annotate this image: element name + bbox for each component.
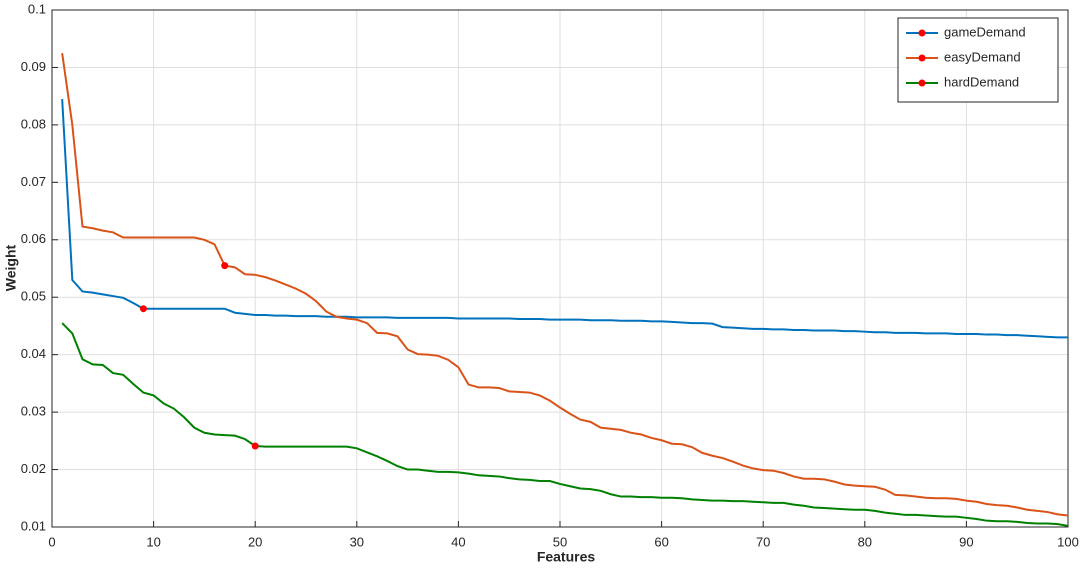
x-tick-label: 100 (1057, 534, 1079, 549)
legend-label: easyDemand (944, 49, 1021, 64)
x-tick-label: 40 (451, 534, 465, 549)
legend-marker (918, 54, 926, 62)
plot-frame (51, 9, 1069, 528)
data-marker (221, 262, 229, 270)
data-marker (139, 305, 147, 313)
legend-label: gameDemand (944, 24, 1026, 39)
data-line (61, 322, 1069, 527)
x-tick-label: 80 (858, 534, 872, 549)
y-tick-label: 0.07 (21, 174, 46, 189)
x-axis-label: Features (537, 549, 596, 565)
x-tick-label: 20 (248, 534, 262, 549)
y-tick-label: 0.08 (21, 116, 46, 131)
x-tick-label: 70 (756, 534, 770, 549)
y-tick-label: 0.06 (21, 231, 46, 246)
y-axis-label: Weight (3, 244, 19, 291)
y-tick-label: 0.04 (21, 346, 46, 361)
legend-label: hardDemand (944, 74, 1019, 89)
legend-marker (918, 29, 926, 37)
y-tick-label: 0.05 (21, 289, 46, 304)
data-line (61, 52, 1069, 517)
x-tick-label: 30 (350, 534, 364, 549)
legend: gameDemand easyDemand hardDemand (897, 17, 1059, 103)
y-tick-label: 0.09 (21, 59, 46, 74)
data-line (61, 98, 1068, 339)
y-tick-label: 0.01 (21, 518, 46, 533)
x-tick-label: 10 (146, 534, 160, 549)
x-tick-label: 0 (48, 534, 55, 549)
y-tick-label: 0.03 (21, 404, 46, 419)
y-tick-label: 0.1 (28, 1, 46, 16)
x-tick-label: 60 (654, 534, 668, 549)
x-tick-label: 90 (959, 534, 973, 549)
y-tick-label: 0.02 (21, 461, 46, 476)
data-marker (251, 442, 259, 450)
legend-marker (918, 79, 926, 87)
x-tick-label: 50 (553, 534, 567, 549)
